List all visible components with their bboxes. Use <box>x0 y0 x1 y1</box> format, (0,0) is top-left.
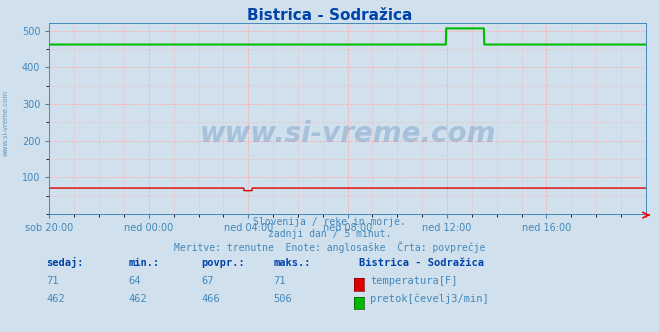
Text: 462: 462 <box>129 294 147 304</box>
Text: Bistrica - Sodražica: Bistrica - Sodražica <box>247 8 412 23</box>
Text: temperatura[F]: temperatura[F] <box>370 276 458 286</box>
Text: www.si-vreme.com: www.si-vreme.com <box>2 90 9 156</box>
Text: Bistrica - Sodražica: Bistrica - Sodražica <box>359 258 484 268</box>
Text: sedaj:: sedaj: <box>46 257 84 268</box>
Text: pretok[čevelj3/min]: pretok[čevelj3/min] <box>370 293 489 304</box>
Text: 64: 64 <box>129 276 141 286</box>
Text: 462: 462 <box>46 294 65 304</box>
Text: 71: 71 <box>46 276 59 286</box>
Text: maks.:: maks.: <box>273 258 311 268</box>
Text: min.:: min.: <box>129 258 159 268</box>
Text: 67: 67 <box>201 276 214 286</box>
Text: zadnji dan / 5 minut.: zadnji dan / 5 minut. <box>268 229 391 239</box>
Text: Meritve: trenutne  Enote: anglosaške  Črta: povprečje: Meritve: trenutne Enote: anglosaške Črta… <box>174 241 485 253</box>
Text: 506: 506 <box>273 294 292 304</box>
Text: 466: 466 <box>201 294 219 304</box>
Text: 71: 71 <box>273 276 286 286</box>
Text: Slovenija / reke in morje.: Slovenija / reke in morje. <box>253 217 406 227</box>
Text: povpr.:: povpr.: <box>201 258 244 268</box>
Text: www.si-vreme.com: www.si-vreme.com <box>200 120 496 148</box>
